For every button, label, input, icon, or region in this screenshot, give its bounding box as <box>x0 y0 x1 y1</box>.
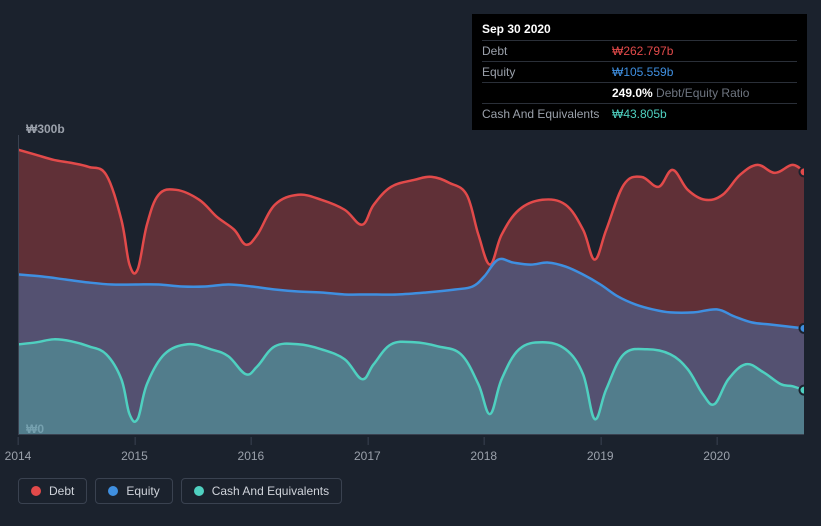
tooltip-row-cash: Cash And Equivalents ₩43.805b <box>482 103 797 124</box>
tooltip-value-debt: ₩262.797b <box>612 44 797 58</box>
end-marker-cash <box>800 386 804 395</box>
legend-swatch-cash <box>194 486 204 496</box>
x-axis: 2014201520162017201820192020 <box>18 435 804 453</box>
tooltip-row-debt: Debt ₩262.797b <box>482 40 797 61</box>
legend-item-debt[interactable]: Debt <box>18 478 87 504</box>
chart-plot-area[interactable] <box>18 135 804 435</box>
tooltip-ratio-pct: 249.0% <box>612 86 653 100</box>
legend-swatch-equity <box>108 486 118 496</box>
end-marker-debt <box>800 167 804 176</box>
x-axis-tick: 2018 <box>470 449 497 463</box>
x-axis-tick: 2020 <box>703 449 730 463</box>
legend-item-equity[interactable]: Equity <box>95 478 172 504</box>
tooltip-label-equity: Equity <box>482 65 612 79</box>
legend-swatch-debt <box>31 486 41 496</box>
x-axis-tick: 2019 <box>587 449 614 463</box>
tooltip-label-cash: Cash And Equivalents <box>482 107 612 121</box>
x-axis-tick: 2017 <box>354 449 381 463</box>
legend-item-cash[interactable]: Cash And Equivalents <box>181 478 342 504</box>
tooltip-value-equity: ₩105.559b <box>612 65 797 79</box>
debt-equity-chart-container: Sep 30 2020 Debt ₩262.797b Equity ₩105.5… <box>0 0 821 526</box>
legend-label-cash: Cash And Equivalents <box>212 484 329 498</box>
tooltip-ratio-label: Debt/Equity Ratio <box>656 86 749 100</box>
end-marker-equity <box>800 324 804 333</box>
chart-tooltip: Sep 30 2020 Debt ₩262.797b Equity ₩105.5… <box>472 14 807 130</box>
x-axis-tick: 2016 <box>238 449 265 463</box>
tooltip-row-ratio: 249.0% Debt/Equity Ratio <box>482 82 797 103</box>
tooltip-label-debt: Debt <box>482 44 612 58</box>
tooltip-date: Sep 30 2020 <box>482 20 797 40</box>
tooltip-value-cash: ₩43.805b <box>612 107 797 121</box>
y-axis-max-label: ₩300b <box>26 122 65 136</box>
tooltip-row-equity: Equity ₩105.559b <box>482 61 797 82</box>
chart-legend: Debt Equity Cash And Equivalents <box>18 478 342 504</box>
legend-label-equity: Equity <box>126 484 159 498</box>
x-axis-tick: 2015 <box>121 449 148 463</box>
legend-label-debt: Debt <box>49 484 74 498</box>
x-axis-tick: 2014 <box>5 449 32 463</box>
